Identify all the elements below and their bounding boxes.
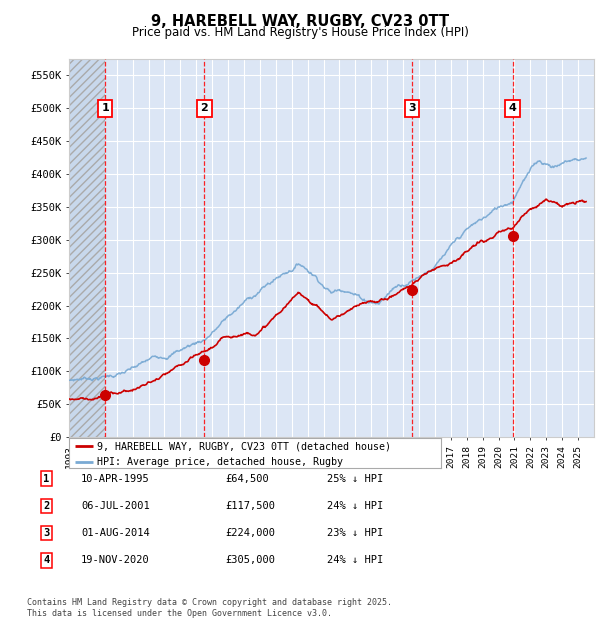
Text: £305,000: £305,000 <box>225 556 275 565</box>
Text: Contains HM Land Registry data © Crown copyright and database right 2025.
This d: Contains HM Land Registry data © Crown c… <box>27 598 392 618</box>
Text: 24% ↓ HPI: 24% ↓ HPI <box>327 556 383 565</box>
Text: 1: 1 <box>101 104 109 113</box>
Text: 23% ↓ HPI: 23% ↓ HPI <box>327 528 383 538</box>
Text: 10-APR-1995: 10-APR-1995 <box>81 474 150 484</box>
Text: 2: 2 <box>43 501 49 511</box>
Text: 19-NOV-2020: 19-NOV-2020 <box>81 556 150 565</box>
Text: 4: 4 <box>509 104 517 113</box>
Text: £224,000: £224,000 <box>225 528 275 538</box>
Text: 1: 1 <box>43 474 49 484</box>
Text: 9, HAREBELL WAY, RUGBY, CV23 0TT (detached house): 9, HAREBELL WAY, RUGBY, CV23 0TT (detach… <box>97 441 391 451</box>
Text: 3: 3 <box>409 104 416 113</box>
Text: Price paid vs. HM Land Registry's House Price Index (HPI): Price paid vs. HM Land Registry's House … <box>131 26 469 39</box>
Text: £117,500: £117,500 <box>225 501 275 511</box>
Text: 01-AUG-2014: 01-AUG-2014 <box>81 528 150 538</box>
Text: 9, HAREBELL WAY, RUGBY, CV23 0TT: 9, HAREBELL WAY, RUGBY, CV23 0TT <box>151 14 449 29</box>
Text: 06-JUL-2001: 06-JUL-2001 <box>81 501 150 511</box>
Text: 2: 2 <box>200 104 208 113</box>
Text: 24% ↓ HPI: 24% ↓ HPI <box>327 501 383 511</box>
Text: 4: 4 <box>43 556 49 565</box>
Text: 25% ↓ HPI: 25% ↓ HPI <box>327 474 383 484</box>
Text: £64,500: £64,500 <box>225 474 269 484</box>
Text: 3: 3 <box>43 528 49 538</box>
Text: HPI: Average price, detached house, Rugby: HPI: Average price, detached house, Rugb… <box>97 456 343 467</box>
Bar <box>69 59 105 437</box>
